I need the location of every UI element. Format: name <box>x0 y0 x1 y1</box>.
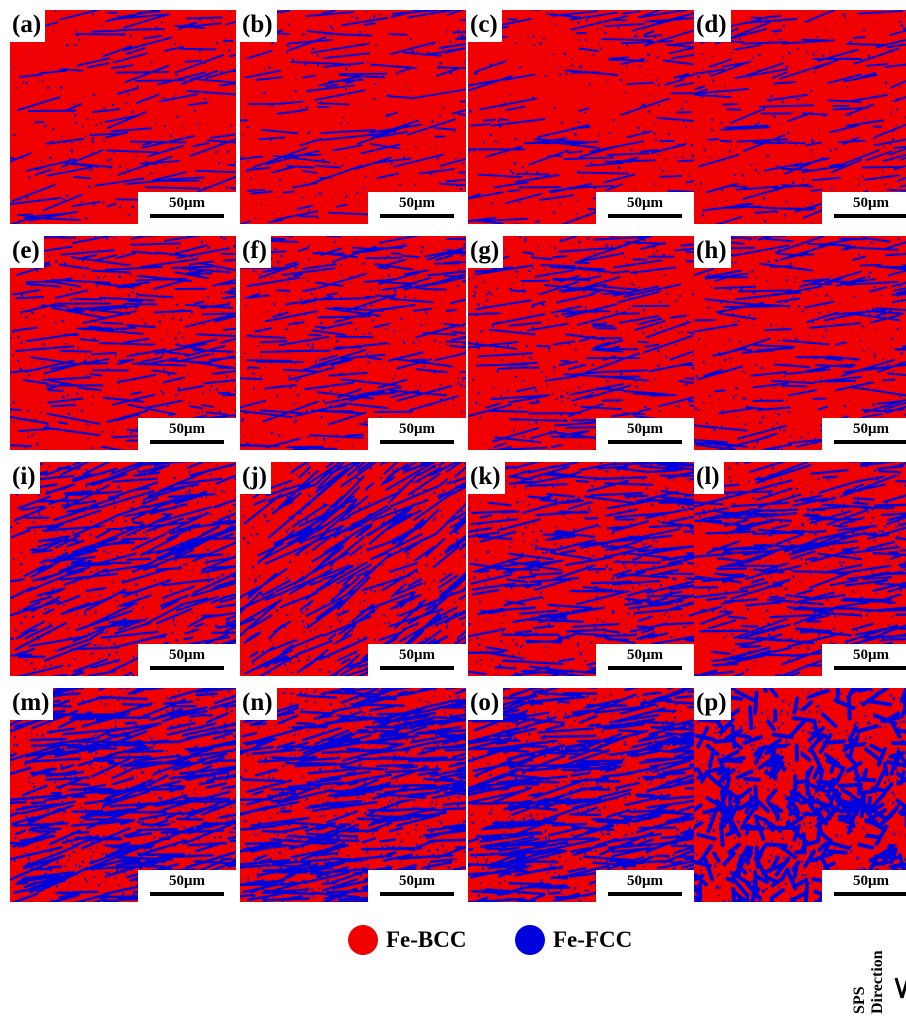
panel-label: (i) <box>10 462 40 494</box>
scale-bar-line <box>834 440 906 444</box>
scale-bar: 50μm <box>822 870 906 902</box>
phase-map: (g) 50μm <box>468 236 694 450</box>
panel-label: (c) <box>468 10 502 42</box>
scale-bar-label: 50μm <box>822 872 906 890</box>
scale-bar: 50μm <box>368 644 466 676</box>
legend-swatch <box>348 925 378 955</box>
phase-map: (d) 50μm <box>694 10 906 224</box>
scale-bar-line <box>150 892 224 896</box>
scale-bar-line <box>380 214 454 218</box>
scale-bar-label: 50μm <box>138 872 236 890</box>
phase-map: (p) 50μm <box>694 688 906 902</box>
panel-label: (k) <box>468 462 505 494</box>
panel-label: (a) <box>10 10 45 42</box>
phase-map: (b) 50μm <box>240 10 466 224</box>
scale-bar: 50μm <box>822 192 906 224</box>
phase-map: (h) 50μm <box>694 236 906 450</box>
panel-label: (p) <box>694 688 731 720</box>
panel-label: (d) <box>694 10 731 42</box>
scale-bar-label: 50μm <box>822 646 906 664</box>
scale-bar-label: 50μm <box>822 194 906 212</box>
legend-label: Fe-BCC <box>386 927 466 953</box>
scale-bar-line <box>150 214 224 218</box>
panel-label: (j) <box>240 462 271 494</box>
panel-label: (m) <box>10 688 53 720</box>
scale-bar-line <box>608 666 682 670</box>
scale-bar-line <box>150 440 224 444</box>
scale-bar-line <box>380 666 454 670</box>
panel-label: (h) <box>694 236 731 268</box>
legend-item: Fe-FCC <box>515 925 632 955</box>
scale-bar-line <box>380 440 454 444</box>
phase-map: (j) 50μm <box>240 462 466 676</box>
scale-bar: 50μm <box>822 418 906 450</box>
scale-bar-label: 50μm <box>596 420 694 438</box>
scale-bar-line <box>150 666 224 670</box>
phase-map: (e) 50μm <box>10 236 236 450</box>
legend-swatch <box>515 925 545 955</box>
scale-bar-label: 50μm <box>368 646 466 664</box>
direction-indicator: SPS Direction <box>850 918 906 1018</box>
scale-bar-label: 50μm <box>596 872 694 890</box>
scale-bar: 50μm <box>368 870 466 902</box>
scale-bar: 50μm <box>138 192 236 224</box>
scale-bar-label: 50μm <box>368 872 466 890</box>
scale-bar-line <box>608 440 682 444</box>
phase-map: (n) 50μm <box>240 688 466 902</box>
scale-bar-line <box>608 214 682 218</box>
scale-bar-label: 50μm <box>596 646 694 664</box>
scale-bar: 50μm <box>596 192 694 224</box>
scale-bar: 50μm <box>368 192 466 224</box>
direction-arrow <box>896 978 906 998</box>
legend-item: Fe-BCC <box>348 925 466 955</box>
scale-bar-label: 50μm <box>138 420 236 438</box>
phase-map: (f) 50μm <box>240 236 466 450</box>
scale-bar-label: 50μm <box>368 194 466 212</box>
panel-label: (b) <box>240 10 277 42</box>
panel-label: (o) <box>468 688 503 720</box>
scale-bar: 50μm <box>596 644 694 676</box>
scale-bar-label: 50μm <box>138 646 236 664</box>
panel-label: (f) <box>240 236 271 268</box>
scale-bar-line <box>834 892 906 896</box>
scale-bar-label: 50μm <box>596 194 694 212</box>
phase-map: (k) 50μm <box>468 462 694 676</box>
legend-label: Fe-FCC <box>553 927 632 953</box>
figure: (a) 50μm (b) 50μm (c) 50μm (d) 50μm (e) 50μm (f) 50… <box>0 0 906 1021</box>
scale-bar-line <box>380 892 454 896</box>
phase-map: (i) 50μm <box>10 462 236 676</box>
scale-bar-label: 50μm <box>822 420 906 438</box>
scale-bar: 50μm <box>138 644 236 676</box>
scale-bar-line <box>608 892 682 896</box>
phase-map: (a) 50μm <box>10 10 236 224</box>
scale-bar-line <box>834 666 906 670</box>
scale-bar: 50μm <box>138 870 236 902</box>
direction-label: Direction <box>869 950 886 1014</box>
phase-map: (l) 50μm <box>694 462 906 676</box>
scale-bar: 50μm <box>368 418 466 450</box>
scale-bar-label: 50μm <box>138 194 236 212</box>
direction-label: SPS <box>851 986 868 1014</box>
scale-bar-line <box>834 214 906 218</box>
scale-bar-label: 50μm <box>368 420 466 438</box>
panel-label: (g) <box>468 236 503 268</box>
phase-map: (o) 50μm <box>468 688 694 902</box>
phase-map: (c) 50μm <box>468 10 694 224</box>
phase-map: (m) 50μm <box>10 688 236 902</box>
scale-bar: 50μm <box>596 418 694 450</box>
panel-label: (e) <box>10 236 44 268</box>
scale-bar: 50μm <box>596 870 694 902</box>
panel-label: (n) <box>240 688 277 720</box>
scale-bar: 50μm <box>138 418 236 450</box>
scale-bar: 50μm <box>822 644 906 676</box>
panel-label: (l) <box>694 462 724 494</box>
